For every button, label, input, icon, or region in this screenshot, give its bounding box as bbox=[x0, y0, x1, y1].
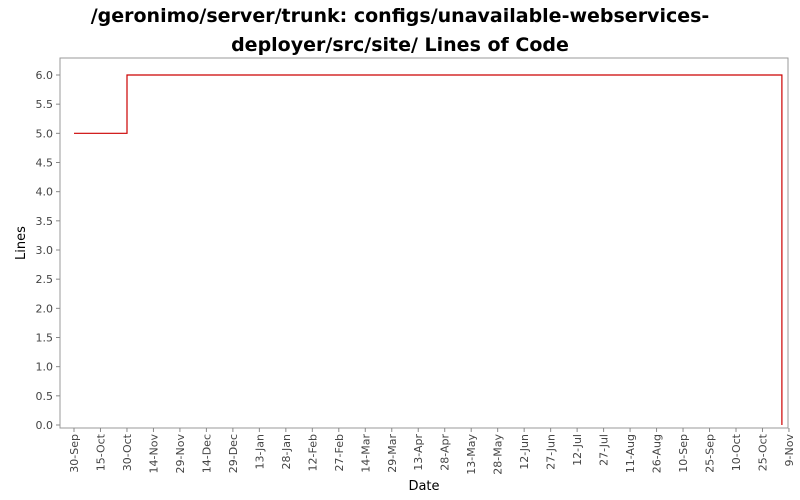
x-tick-label: 27-Feb bbox=[333, 434, 346, 471]
x-tick-label: 12-Feb bbox=[306, 434, 319, 471]
x-tick-label: 14-Nov bbox=[147, 434, 160, 474]
x-tick-label: 27-Jul bbox=[598, 434, 611, 466]
y-tick-label: 1.0 bbox=[36, 361, 54, 374]
x-tick-label: 15-Oct bbox=[94, 433, 107, 471]
x-tick-label: 10-Sep bbox=[677, 434, 690, 473]
y-tick-label: 4.5 bbox=[36, 157, 54, 170]
x-tick-label: 11-Aug bbox=[624, 434, 637, 473]
plot-area bbox=[59, 57, 789, 429]
y-tick-label: 1.5 bbox=[36, 332, 54, 345]
x-tick-label: 30-Oct bbox=[121, 433, 134, 471]
x-tick-label: 13-May bbox=[465, 434, 478, 475]
series-group bbox=[74, 74, 783, 425]
y-tick-label: 3.5 bbox=[36, 215, 54, 228]
y-tick-label: 2.0 bbox=[36, 302, 54, 315]
x-tick-label: 29-Nov bbox=[174, 434, 187, 474]
x-axis-label: Date bbox=[408, 479, 439, 494]
chart-title-line-1: /geronimo/server/trunk: configs/unavaila… bbox=[90, 5, 710, 27]
x-tick-label: 26-Aug bbox=[651, 434, 664, 473]
x-tick-label: 10-Oct bbox=[730, 433, 743, 471]
x-tick-label: 13-Apr bbox=[412, 434, 425, 471]
x-tick-label: 14-Mar bbox=[359, 434, 372, 473]
x-tick-label: 28-Jan bbox=[280, 434, 293, 470]
x-tick-label: 30-Sep bbox=[68, 434, 81, 473]
y-axis-ticks: 0.0 0.5 1.0 1.5 2.0 2.5 3.0 3.5 4.0 4.5 5.0 5.5 6.0 bbox=[36, 69, 60, 432]
x-tick-label: 25-Oct bbox=[756, 433, 769, 471]
x-tick-label: 29-Dec bbox=[227, 434, 240, 473]
x-tick-label: 12-Jul bbox=[571, 434, 584, 466]
x-tick-label: 29-Mar bbox=[386, 434, 399, 473]
y-axis-label: Lines bbox=[14, 226, 29, 260]
x-tick-label: 25-Sep bbox=[704, 434, 717, 473]
y-tick-label: 0.0 bbox=[36, 419, 54, 432]
y-tick-label: 3.0 bbox=[36, 244, 54, 257]
series-line-0 bbox=[74, 74, 783, 425]
y-tick-label: 4.0 bbox=[36, 186, 54, 199]
x-axis-ticks: 30-Sep 15-Oct 30-Oct 14-Nov 29-Nov 14-Dec 29-D… bbox=[68, 428, 796, 475]
y-tick-label: 0.5 bbox=[36, 390, 54, 403]
x-tick-label: 13-Jan bbox=[253, 434, 266, 470]
chart-title: /geronimo/server/trunk: configs/unavaila… bbox=[0, 2, 800, 60]
x-tick-label: 28-May bbox=[492, 434, 505, 475]
y-tick-label: 2.5 bbox=[36, 273, 54, 286]
y-tick-label: 5.5 bbox=[36, 98, 54, 111]
x-tick-label: 12-Jun bbox=[518, 434, 531, 470]
y-tick-label: 6.0 bbox=[36, 69, 54, 82]
x-tick-label: 27-Jun bbox=[545, 434, 558, 470]
x-tick-label: 28-Apr bbox=[439, 434, 452, 471]
y-tick-label: 5.0 bbox=[36, 127, 54, 140]
chart-title-line-2: deployer/src/site/ Lines of Code bbox=[231, 34, 569, 56]
x-tick-label: 9-Nov bbox=[783, 434, 796, 467]
x-tick-label: 14-Dec bbox=[200, 434, 213, 473]
